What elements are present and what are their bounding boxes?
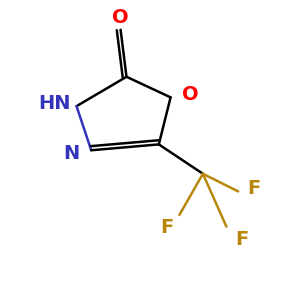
Text: O: O [112,8,129,27]
Text: F: F [247,179,260,198]
Text: F: F [160,218,173,237]
Text: F: F [235,230,248,249]
Text: O: O [182,85,199,104]
Text: N: N [63,144,80,163]
Text: HN: HN [38,94,70,113]
